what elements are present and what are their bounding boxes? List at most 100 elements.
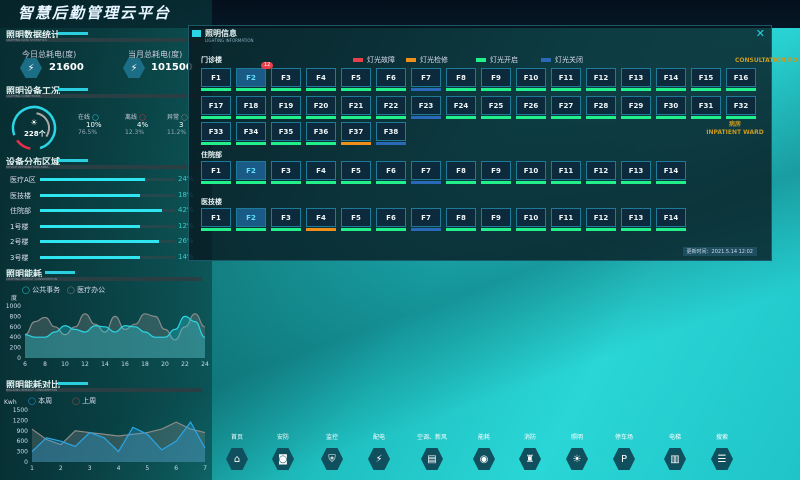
shield-icon: ⛨ [321, 448, 343, 470]
floor-tile[interactable]: F26 [516, 96, 546, 120]
floor-tile[interactable]: F4 [306, 161, 336, 185]
floor-tile[interactable]: F8 [446, 68, 476, 92]
floor-tile[interactable]: F14 [656, 161, 686, 185]
floor-tile[interactable]: F23 [411, 96, 441, 120]
floor-tile[interactable]: F1 [201, 208, 231, 232]
floor-tile[interactable]: F14 [656, 208, 686, 232]
floor-tile[interactable]: F9 [481, 161, 511, 185]
floor-tile[interactable]: F9 [481, 208, 511, 232]
floor-tile[interactable]: F7 [411, 208, 441, 232]
floor-tile[interactable]: F4 [306, 208, 336, 232]
floor-tile[interactable]: F3 [271, 161, 301, 185]
status-ring: ☀ [11, 105, 57, 151]
floor-tile[interactable]: F13 [621, 68, 651, 92]
floor-tile[interactable]: F20 [306, 96, 336, 120]
floor-tile[interactable]: F13 [621, 208, 651, 232]
floor-tile[interactable]: F5 [341, 161, 371, 185]
floor-tile[interactable]: F33 [201, 122, 231, 146]
floor-tile[interactable]: F6 [376, 208, 406, 232]
floor-tile[interactable]: F30 [656, 96, 686, 120]
floor-tile[interactable]: F5 [341, 208, 371, 232]
floor-tile[interactable]: F37 [341, 122, 371, 146]
floor-tile[interactable]: F25 [481, 96, 511, 120]
floor-tile[interactable]: F1 [201, 68, 231, 92]
floor-tile[interactable]: F4 [306, 68, 336, 92]
floor-tile[interactable]: F28 [586, 96, 616, 120]
floor-tile[interactable]: F35 [271, 122, 301, 146]
floor-tile[interactable]: F6 [376, 68, 406, 92]
modal-subtitle: LIGHTING INFORMATION [205, 38, 254, 43]
floor-tile[interactable]: F36 [306, 122, 336, 146]
floor-tile[interactable]: F34 [236, 122, 266, 146]
nav-item[interactable]: 空调、新风 ▤ [408, 432, 456, 470]
nav-item[interactable]: 搜索 ☰ [698, 432, 746, 470]
stats-title: 照明数据统计 [6, 31, 61, 41]
floor-tile[interactable]: F2 [236, 208, 266, 232]
floor-tile[interactable]: F32 [726, 96, 756, 120]
distribution-bar [40, 255, 175, 259]
nav-item[interactable]: 首页 ⌂ [213, 432, 261, 470]
floor-tile[interactable]: F18 [236, 96, 266, 120]
floor-tile[interactable]: F16 [726, 68, 756, 92]
distribution-title: 设备分布区域 [6, 158, 61, 168]
floor-tile[interactable]: F2 12 [236, 62, 274, 92]
floor-tile[interactable]: F24 [446, 96, 476, 120]
floor-tile[interactable]: F19 [271, 96, 301, 120]
floor-tile[interactable]: F10 [516, 68, 546, 92]
floor-tile[interactable]: F21 [341, 96, 371, 120]
floor-tile[interactable]: F27 [551, 96, 581, 120]
nav-item[interactable]: 照明 ☀ [553, 432, 601, 470]
nav-item[interactable]: 配电 ⚡ [355, 432, 403, 470]
floor-tile[interactable]: F7 [411, 68, 441, 92]
nav-label: 能耗 [477, 434, 490, 441]
floor-label: F14 [656, 161, 686, 180]
distribution-pct: 26% [178, 237, 194, 245]
nav-item[interactable]: 能耗 ◉ [460, 432, 508, 470]
nav-item[interactable]: 消防 ♜ [506, 432, 554, 470]
floor-tile[interactable]: F11 [551, 161, 581, 185]
nav-item[interactable]: 电梯 ▥ [651, 432, 699, 470]
floor-tile[interactable]: F8 [446, 161, 476, 185]
floor-label: F38 [376, 122, 406, 141]
floor-tile[interactable]: F3 [271, 68, 301, 92]
close-icon[interactable]: ✕ [755, 27, 765, 40]
floor-tile[interactable]: F22 [376, 96, 406, 120]
floor-tile[interactable]: F9 [481, 68, 511, 92]
floor-tile[interactable]: F29 [621, 96, 651, 120]
ring-icon: ◯ [91, 114, 99, 121]
nav-item[interactable]: 安防 ◙ [259, 432, 307, 470]
legend-item: 灯光故障 [353, 55, 395, 65]
floor-tile[interactable]: F10 [516, 161, 546, 185]
floor-tile[interactable]: F8 [446, 208, 476, 232]
nav-item[interactable]: 停车场 P [600, 432, 648, 470]
floor-tile[interactable]: F14 [656, 68, 686, 92]
x-tick-label: 4 [117, 465, 121, 472]
y-tick-label: 800 [10, 313, 22, 320]
floor-tile[interactable]: F12 [586, 68, 616, 92]
floor-tile[interactable]: F7 [411, 161, 441, 185]
floor-tile[interactable]: F17 [201, 96, 231, 120]
floor-tile[interactable]: F5 [341, 68, 371, 92]
floor-tile[interactable]: F12 [586, 208, 616, 232]
floor-tile[interactable]: F12 [586, 161, 616, 185]
floor-label: F22 [376, 96, 406, 115]
floor-tile[interactable]: F11 [551, 68, 581, 92]
floor-label: F25 [481, 96, 511, 115]
floor-tile[interactable]: F38 [376, 122, 406, 146]
nav-label: 首页 [230, 434, 243, 441]
y-axis-unit: 度 [11, 294, 17, 302]
floor-tile[interactable]: F11 [551, 208, 581, 232]
x-tick-label: 5 [145, 465, 149, 472]
floor-tile[interactable]: F2 [236, 161, 266, 185]
floor-tile[interactable]: F13 [621, 161, 651, 185]
x-tick-label: 12 [81, 361, 89, 368]
floor-tile[interactable]: F10 [516, 208, 546, 232]
floor-tile[interactable]: F1 [201, 161, 231, 185]
legend-label: 灯光关闭 [555, 56, 583, 64]
floor-status-bar [516, 228, 546, 231]
floor-tile[interactable]: F31 [691, 96, 721, 120]
floor-tile[interactable]: F3 [271, 208, 301, 232]
floor-tile[interactable]: F15 [691, 68, 721, 92]
floor-tile[interactable]: F6 [376, 161, 406, 185]
nav-item[interactable]: 监控 ⛨ [308, 432, 356, 470]
